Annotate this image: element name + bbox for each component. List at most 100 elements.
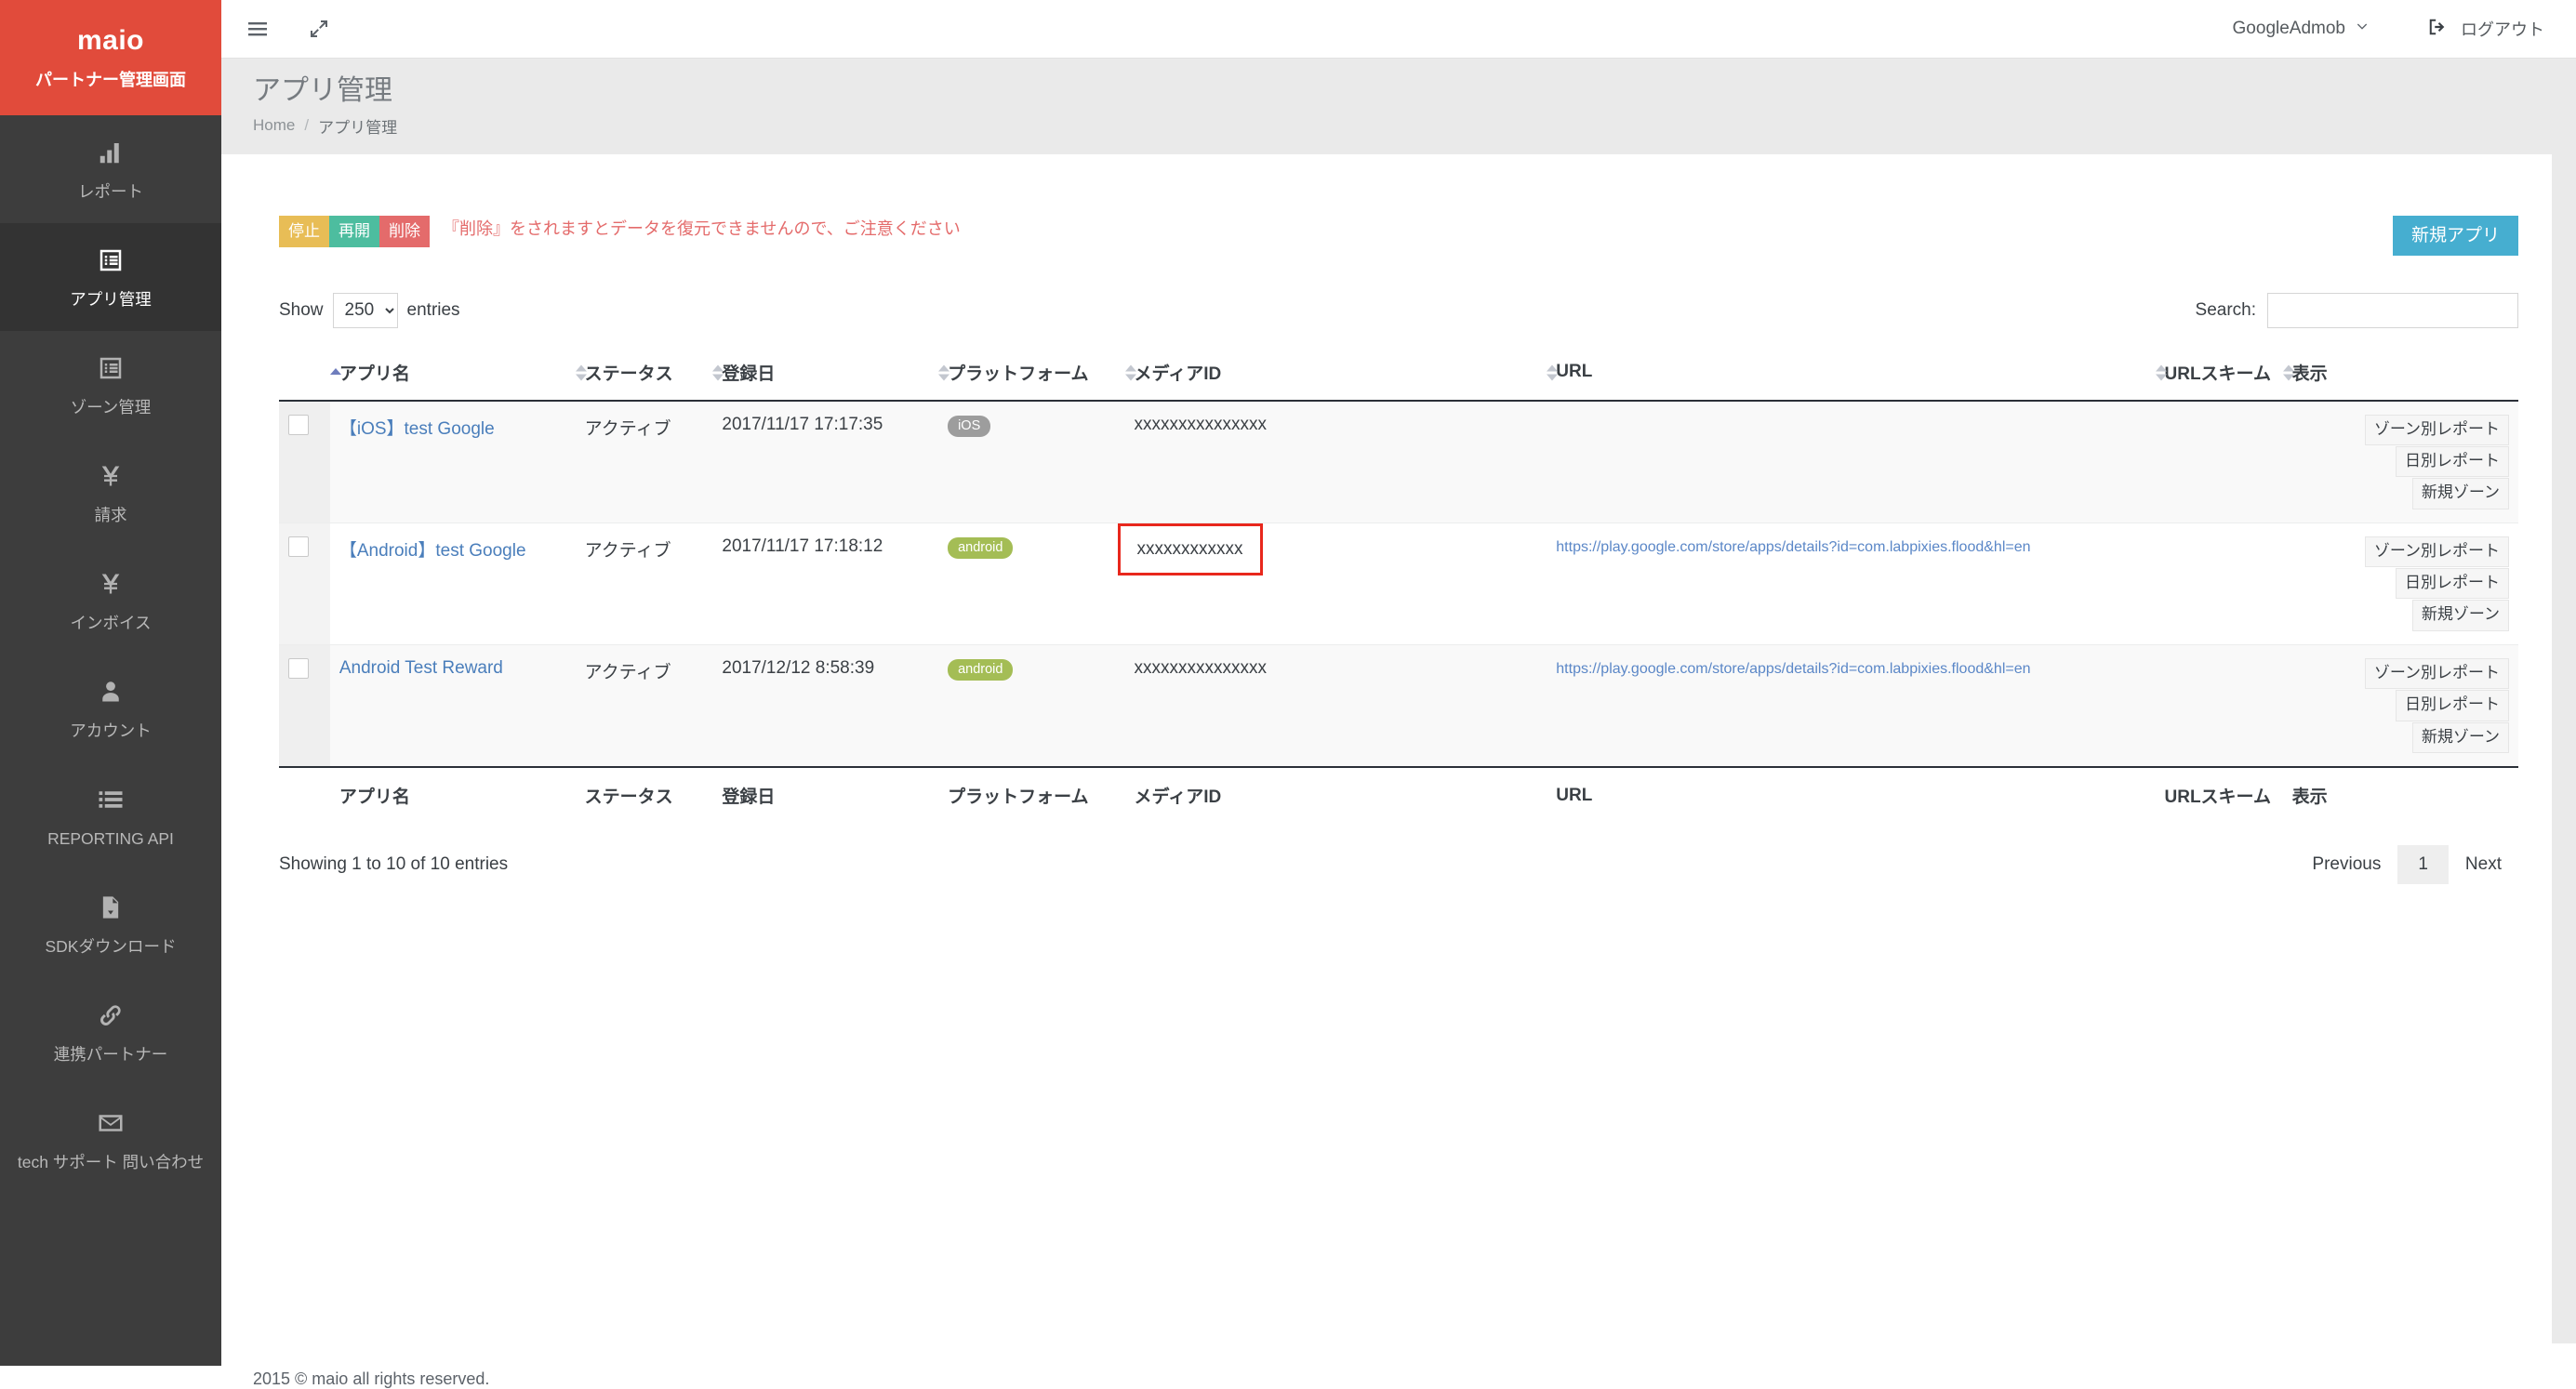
app-name-link[interactable]: Android Test Reward — [339, 657, 503, 678]
hamburger-icon[interactable] — [244, 15, 272, 43]
sidebar-item-label: ゾーン管理 — [70, 398, 152, 417]
logout-button[interactable]: ログアウト — [2427, 17, 2544, 42]
sort-arrows-icon — [1124, 364, 1136, 381]
brand-subtitle: パートナー管理画面 — [35, 71, 186, 89]
table-footer: Showing 1 to 10 of 10 entries Previous 1… — [279, 845, 2518, 885]
footer-label-platform: プラットフォーム — [938, 766, 1125, 824]
cell-url-scheme — [2155, 523, 2283, 645]
table-controls: Show 102550100250 entries Search: — [279, 292, 2518, 328]
column-header-display[interactable]: 表示 — [2282, 346, 2518, 402]
zone-report-button[interactable]: ゾーン別レポート — [2364, 414, 2509, 445]
row-select-cell — [279, 644, 330, 768]
stop-button[interactable]: 停止 — [279, 215, 329, 247]
resume-button[interactable]: 再開 — [329, 215, 379, 247]
new-app-button[interactable]: 新規アプリ — [2392, 215, 2518, 256]
store-url-link[interactable]: https://play.google.com/store/apps/detai… — [1556, 660, 2031, 677]
search-input[interactable] — [2267, 292, 2518, 328]
account-menu[interactable]: GoogleAdmob — [2233, 19, 2370, 39]
table-row: 【iOS】test Google アクティブ 2017/11/17 17:17:35… — [279, 400, 2518, 523]
footer-select-cell — [279, 766, 330, 824]
sidebar-item-report[interactable]: レポート — [0, 115, 221, 223]
search-label: Search: — [2195, 299, 2256, 320]
list-ul-icon — [97, 782, 125, 817]
page-size-control: Show 102550100250 entries — [279, 292, 460, 328]
zone-report-button[interactable]: ゾーン別レポート — [2364, 657, 2509, 690]
daily-report-button[interactable]: 日別レポート — [2396, 445, 2509, 478]
sidebar-item-label: 請求 — [94, 506, 127, 525]
new-zone-button[interactable]: 新規ゾーン — [2411, 478, 2509, 509]
media-id-value: xxxxxxxxxxxxxxx — [1134, 414, 1268, 434]
column-header-media-id[interactable]: メディアID — [1124, 346, 1547, 402]
sidebar-item-billing[interactable]: 請求 — [0, 439, 221, 547]
sidebar-item-label: tech サポート 問い合わせ — [17, 1153, 205, 1172]
envelope-icon — [97, 1105, 125, 1141]
app-name-link[interactable]: 【iOS】test Google — [339, 418, 495, 439]
page-header: アプリ管理 Home / アプリ管理 — [221, 58, 2576, 154]
row-checkbox[interactable] — [288, 414, 309, 435]
app-name-link[interactable]: 【Android】test Google — [339, 540, 526, 561]
breadcrumb-current: アプリ管理 — [318, 118, 398, 137]
expand-arrows-icon[interactable] — [305, 15, 333, 43]
column-header-url-scheme[interactable]: URLスキーム — [2155, 346, 2283, 402]
column-header-status[interactable]: ステータス — [575, 346, 713, 402]
page-scroll-gutter[interactable] — [2552, 153, 2576, 1343]
daily-report-button[interactable]: 日別レポート — [2396, 690, 2509, 721]
footer-label-display: 表示 — [2282, 766, 2518, 824]
column-header-app-name[interactable]: アプリ名 — [329, 346, 576, 402]
entries-label: entries — [406, 299, 460, 320]
sidebar-item-label: REPORTING API — [47, 829, 174, 849]
sidebar-item-tech-support[interactable]: tech サポート 問い合わせ — [0, 1086, 221, 1194]
cell-url-scheme — [2155, 644, 2283, 768]
cell-app-name: 【iOS】test Google — [329, 400, 576, 523]
store-url-link[interactable]: https://play.google.com/store/apps/detai… — [1556, 538, 2031, 555]
yen-icon — [98, 458, 124, 494]
cell-url-scheme — [2155, 400, 2283, 523]
app-list-panel: 停止 再開 削除 『削除』をされますとデータを復元できませんので、ご注意ください… — [253, 194, 2544, 906]
sidebar-item-label: アプリ管理 — [70, 290, 152, 310]
new-zone-button[interactable]: 新規ゾーン — [2411, 721, 2509, 754]
select-all-header[interactable] — [279, 346, 330, 402]
topbar: GoogleAdmob ログアウト — [221, 0, 2576, 58]
sidebar-item-invoice[interactable]: インボイス — [0, 547, 221, 655]
new-zone-button[interactable]: 新規ゾーン — [2411, 600, 2509, 631]
row-checkbox[interactable] — [288, 657, 309, 679]
cell-url: https://play.google.com/store/apps/detai… — [1547, 523, 2156, 645]
page-size-select[interactable]: 102550100250 — [332, 292, 398, 328]
footer-label-status: ステータス — [575, 766, 713, 824]
breadcrumb-separator: / — [304, 116, 310, 134]
row-checkbox[interactable] — [288, 536, 309, 557]
footer-label-media-id: メディアID — [1124, 766, 1547, 824]
column-header-registered[interactable]: 登録日 — [712, 346, 939, 402]
cell-actions: ゾーン別レポート 日別レポート 新規ゾーン — [2282, 400, 2518, 523]
platform-badge: android — [948, 658, 1014, 681]
delete-button[interactable]: 削除 — [379, 215, 430, 247]
brand-block: maio パートナー管理画面 — [0, 0, 221, 115]
topbar-right: GoogleAdmob ログアウト — [2233, 17, 2544, 42]
column-header-label: 登録日 — [722, 364, 776, 384]
page-title: アプリ管理 — [253, 75, 392, 106]
media-id-highlighted: xxxxxxxxxxxx — [1117, 523, 1263, 575]
row-select-cell — [279, 523, 330, 645]
sidebar-item-sdk-download[interactable]: SDKダウンロード — [0, 870, 221, 978]
copyright-text: 2015 © maio all rights reserved. — [253, 1369, 490, 1388]
sidebar-item-reporting-api[interactable]: REPORTING API — [0, 762, 221, 870]
breadcrumb-home[interactable]: Home — [253, 116, 296, 134]
column-header-url[interactable]: URL — [1547, 346, 2156, 402]
pagination-previous[interactable]: Previous — [2312, 854, 2382, 875]
zone-report-button[interactable]: ゾーン別レポート — [2364, 536, 2509, 568]
column-header-platform[interactable]: プラットフォーム — [938, 346, 1125, 402]
pagination-page-1[interactable]: 1 — [2397, 845, 2449, 885]
cell-status: アクティブ — [575, 400, 713, 523]
media-id-value: xxxxxxxxxxxxxxx — [1134, 657, 1268, 678]
sidebar-item-partners[interactable]: 連携パートナー — [0, 978, 221, 1086]
sidebar-item-app-management[interactable]: アプリ管理 — [0, 223, 221, 331]
list-alt-icon — [97, 351, 125, 386]
bulk-action-buttons: 停止 再開 削除 — [279, 215, 430, 247]
cell-media-id: xxxxxxxxxxxxxxx — [1124, 400, 1547, 523]
daily-report-button[interactable]: 日別レポート — [2396, 568, 2509, 600]
pagination-next[interactable]: Next — [2464, 854, 2502, 875]
sidebar-item-zone-management[interactable]: ゾーン管理 — [0, 331, 221, 439]
sidebar-item-account[interactable]: アカウント — [0, 655, 221, 762]
sort-arrows-icon — [938, 364, 950, 381]
